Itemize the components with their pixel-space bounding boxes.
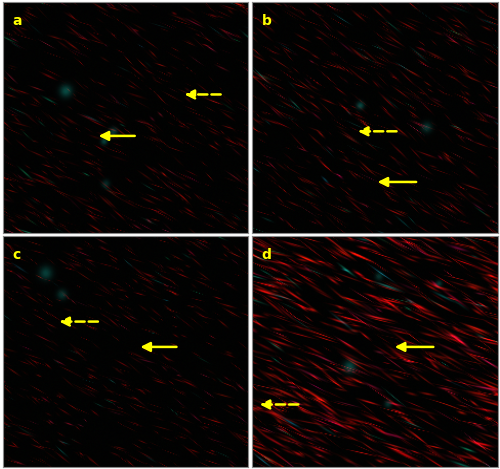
Text: c: c xyxy=(12,248,20,262)
Text: b: b xyxy=(262,14,272,28)
Text: a: a xyxy=(12,14,22,28)
Text: d: d xyxy=(262,248,272,262)
